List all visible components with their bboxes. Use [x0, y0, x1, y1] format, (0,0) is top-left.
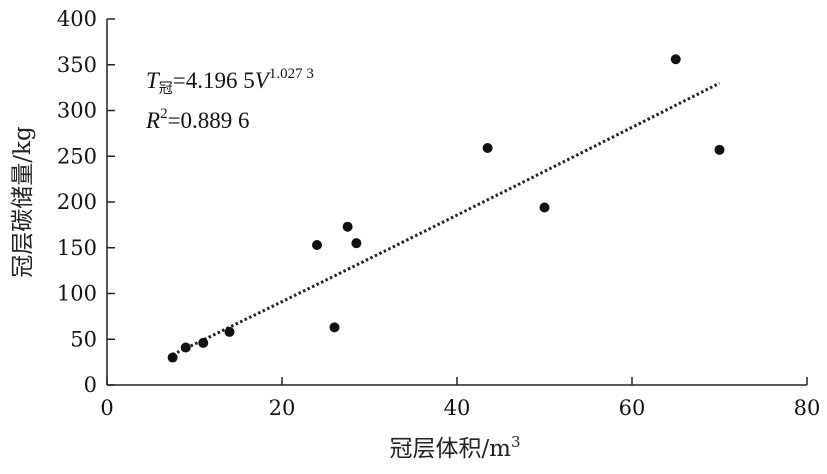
data-points: [167, 54, 725, 363]
ticks: 0 50 100 150 200 250 300 350 400 0 20 40 60 80: [57, 7, 820, 420]
data-point: [482, 143, 493, 154]
equation-line1: T冠=4.196 5V1.027 3: [146, 66, 314, 97]
y-axis-title: 冠层碳储量/kg: [10, 126, 36, 278]
data-point: [539, 202, 550, 213]
y-tick-label: 200: [57, 190, 97, 214]
y-tick-label: 300: [57, 99, 97, 123]
y-tick-label: 150: [57, 236, 97, 260]
equation-line2: R2=0.889 6: [145, 106, 250, 133]
data-point: [351, 238, 362, 249]
data-point: [670, 54, 681, 65]
x-tick-label: 0: [100, 396, 113, 420]
data-point: [180, 342, 191, 353]
x-tick-label: 40: [444, 396, 471, 420]
x-axis-title: 冠层体积/m3: [389, 433, 520, 462]
y-tick-label: 350: [57, 53, 97, 77]
data-point: [342, 221, 353, 232]
data-point: [198, 337, 209, 348]
data-point: [312, 240, 322, 251]
y-tick-label: 250: [57, 144, 97, 168]
x-tick-label: 60: [619, 396, 646, 420]
y-tick-label: 50: [70, 327, 97, 351]
y-tick-label: 100: [57, 282, 97, 306]
y-tick-label: 400: [57, 7, 97, 31]
trendline: [171, 81, 721, 356]
data-point: [714, 144, 725, 155]
x-tick-label: 20: [269, 396, 296, 420]
trendline-group: [171, 81, 721, 356]
x-tick-label: 80: [794, 396, 821, 420]
data-point: [224, 326, 235, 337]
data-point: [167, 352, 178, 363]
y-tick-label: 0: [84, 373, 97, 397]
data-point: [329, 322, 340, 333]
